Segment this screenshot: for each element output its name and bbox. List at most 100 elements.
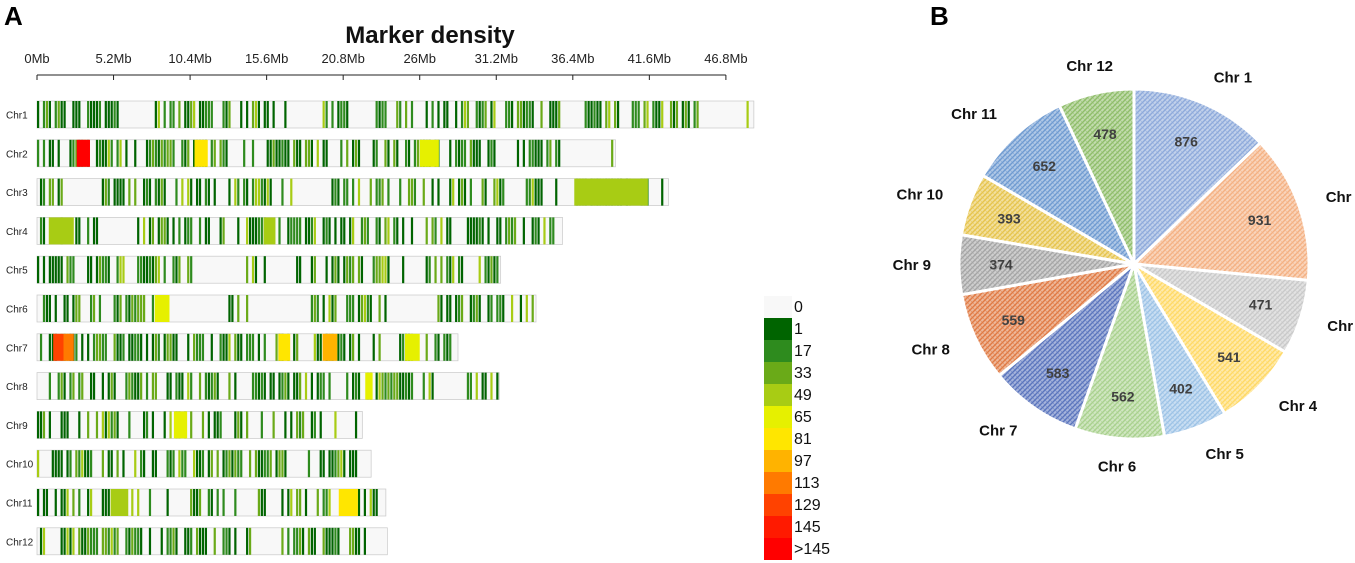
density-bin [154,101,157,128]
density-bin [531,101,534,128]
density-bin [63,489,66,516]
density-bin [402,333,405,361]
density-bin [425,333,428,361]
density-bin [178,101,181,128]
density-bin [343,256,346,284]
density-bin [151,217,155,245]
density-bin [284,139,287,167]
x-tick-label: 20.8Mb [321,51,364,66]
density-bin [237,217,240,245]
density-bin [290,489,293,516]
density-bin [396,101,399,128]
density-bin [87,527,90,555]
density-bin [216,411,219,439]
density-bin [222,527,225,555]
density-bin [110,450,113,478]
density-bin [166,489,169,516]
pie-value-label: 562 [1111,389,1135,405]
density-bin [222,101,225,128]
density-bin [66,256,69,284]
density-bin [260,178,263,206]
density-bin [405,139,408,167]
density-hotspot [338,489,358,516]
density-bin [42,178,46,206]
density-bin [437,101,440,128]
density-bin [39,411,43,439]
pie-value-label: 374 [989,257,1013,273]
density-bin [475,139,478,167]
density-bin [296,489,299,516]
density-bin [287,489,290,516]
density-bin [549,217,552,245]
density-bin [137,489,140,516]
pie-category-label: Chr 5 [1206,446,1244,463]
pie-slice [1073,258,1167,441]
density-bin [505,101,508,128]
density-hotspot [53,333,64,361]
density-bin [746,101,749,128]
pie-category-label: Chr 1 [1214,69,1252,86]
pie-category-label: Chr 7 [979,422,1017,439]
density-bin [319,411,322,439]
density-bin [113,333,116,361]
density-bin [272,372,275,400]
density-bin [225,450,228,478]
density-bin [54,101,57,128]
density-bin [449,139,452,167]
chromosome-label: Chr10 [6,460,34,471]
density-bin [437,178,440,206]
density-bin [172,139,175,167]
density-bin [75,139,78,167]
density-bin [60,101,63,128]
density-bin [95,411,99,439]
density-bin [596,101,599,128]
density-bin [510,295,514,322]
density-bin [399,178,402,206]
density-bin [334,295,337,322]
density-bin [237,411,240,439]
density-bin [257,489,261,516]
density-bin [457,295,461,322]
density-bin [313,256,316,284]
legend-label: 97 [794,453,812,470]
density-bin [363,527,366,555]
density-bin [81,333,84,361]
density-bin [246,295,249,322]
density-bin [281,527,284,555]
density-bin [72,527,75,555]
density-bin [234,489,237,516]
density-bin [89,450,93,478]
density-bin [110,372,113,400]
chromosome-body [36,411,363,439]
density-bin [319,333,322,361]
density-bin [396,217,399,245]
density-bin [190,489,193,516]
density-bin [104,333,107,361]
density-bin [407,178,411,206]
density-bin [184,139,187,167]
density-bin [343,333,346,361]
density-bin [352,139,355,167]
density-bin [163,101,166,128]
density-bin [104,101,107,128]
chromosome-label: Chr4 [6,227,28,238]
density-bin [590,101,593,128]
density-bin [190,256,193,284]
density-bin [157,217,160,245]
density-bin [307,527,311,555]
density-bin [225,101,228,128]
density-bin [45,489,49,516]
density-bin [166,139,169,167]
density-bin [531,178,534,206]
density-bin [434,217,437,245]
density-bin [410,101,414,128]
density-bin [151,372,155,400]
density-bin [643,101,646,128]
density-bin [375,372,378,400]
density-bin [310,256,313,284]
density-bin [260,489,263,516]
density-bin [549,101,552,128]
chromosome-body [36,100,755,129]
density-bin [669,101,673,128]
density-hotspot [419,139,439,167]
